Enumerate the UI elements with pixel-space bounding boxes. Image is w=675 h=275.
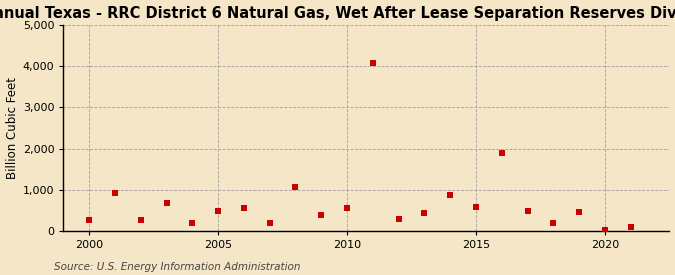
Point: [238, 206, 249, 211]
Point: [316, 213, 327, 217]
Point: [599, 228, 610, 233]
Point: [187, 221, 198, 225]
Point: [419, 211, 430, 215]
Point: [265, 221, 275, 225]
Text: Source: U.S. Energy Information Administration: Source: U.S. Energy Information Administ…: [54, 262, 300, 272]
Point: [625, 225, 636, 229]
Point: [109, 191, 120, 195]
Title: Annual Texas - RRC District 6 Natural Gas, Wet After Lease Separation Reserves D: Annual Texas - RRC District 6 Natural Ga…: [0, 6, 675, 21]
Point: [394, 217, 404, 221]
Point: [342, 206, 352, 210]
Point: [496, 151, 507, 156]
Point: [136, 218, 146, 222]
Point: [522, 208, 533, 213]
Point: [290, 185, 301, 189]
Point: [445, 192, 456, 197]
Point: [548, 221, 559, 226]
Point: [161, 201, 172, 205]
Point: [470, 205, 481, 209]
Point: [213, 208, 223, 213]
Point: [367, 60, 378, 65]
Point: [574, 210, 585, 214]
Y-axis label: Billion Cubic Feet: Billion Cubic Feet: [5, 77, 18, 179]
Point: [84, 218, 95, 222]
